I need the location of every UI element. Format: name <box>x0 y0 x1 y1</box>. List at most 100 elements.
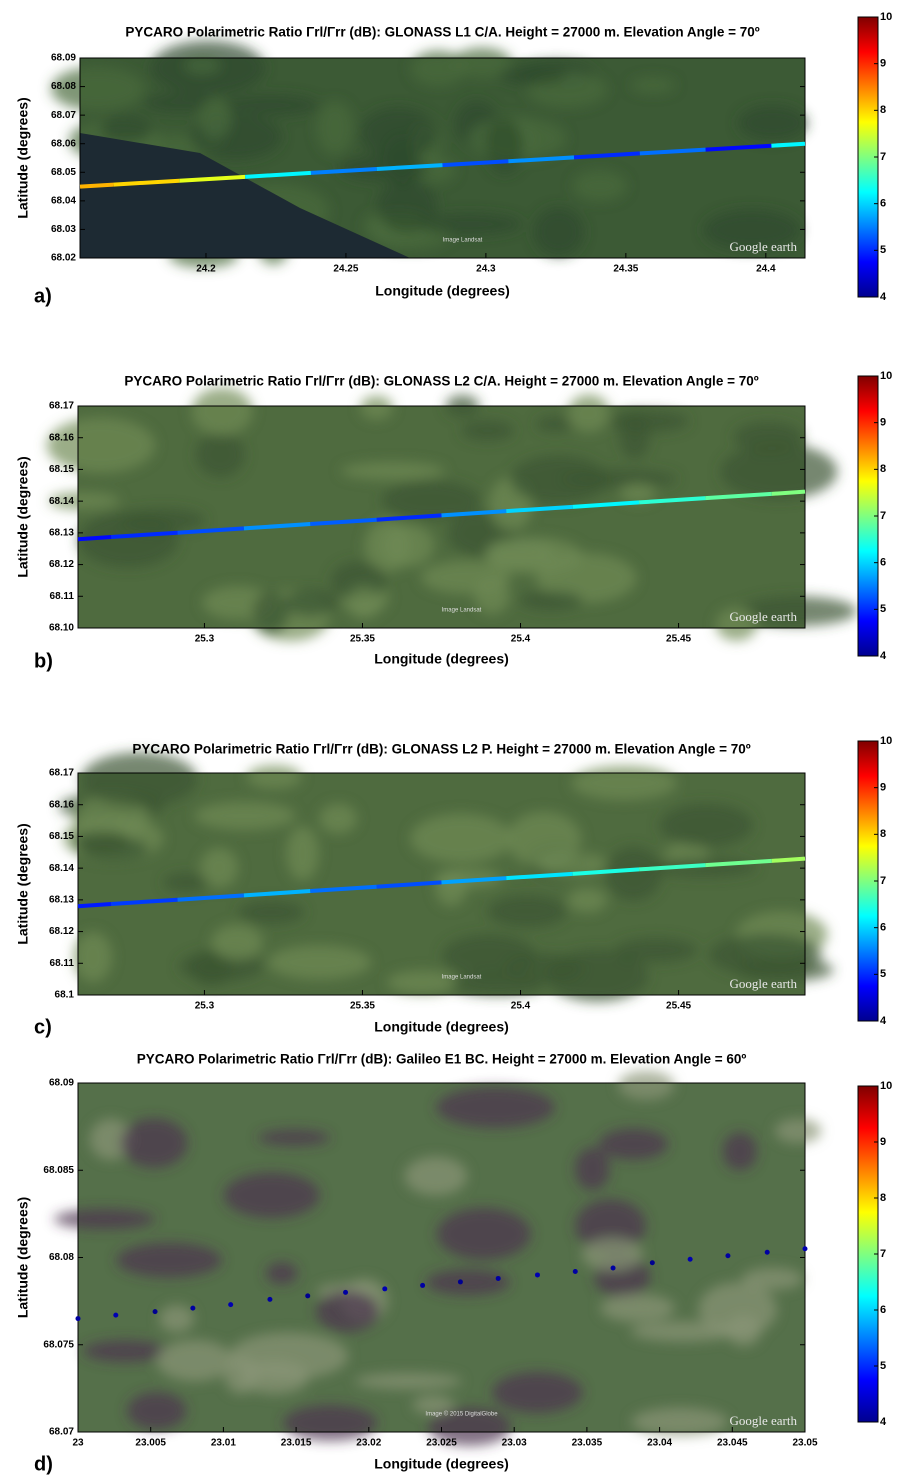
terrain-patch <box>581 1237 643 1271</box>
terrain-patch <box>50 66 145 111</box>
terrain-patch <box>116 1242 222 1278</box>
panel-label: a) <box>34 285 52 307</box>
terrain-patch <box>200 847 239 888</box>
track-segment <box>77 901 112 909</box>
y-axis-label: Latitude (degrees) <box>15 456 31 577</box>
terrain-patch <box>360 395 394 420</box>
terrain-patch <box>286 826 319 881</box>
x-axis-label: Longitude (degrees) <box>374 1019 509 1035</box>
terrain-patch <box>720 443 838 500</box>
terrain-patch <box>101 115 152 144</box>
terrain-patch <box>412 1395 455 1414</box>
terrain-patch <box>537 851 607 877</box>
terrain-patch <box>381 480 481 521</box>
track-segment <box>705 491 772 501</box>
colorbar-tick-label: 9 <box>880 1136 886 1148</box>
terrain-patch <box>703 209 801 251</box>
y-tick-label: 68.14 <box>49 496 74 507</box>
terrain-patch <box>607 410 690 433</box>
terrain-patch <box>198 98 232 139</box>
colorbar-tick-label: 4 <box>880 291 887 303</box>
y-tick-label: 68.09 <box>51 53 76 64</box>
image-credit: Image Landsat <box>442 608 482 614</box>
x-tick-label: 23.005 <box>135 1438 166 1449</box>
image-credit: Image Landsat <box>442 975 482 981</box>
track-segment <box>638 496 706 505</box>
panel: Google earth Image Landsat 24.2 24.25 24.3 24… <box>15 11 893 307</box>
y-tick-label: 68.03 <box>51 224 76 235</box>
colorbar-tick-label: 9 <box>880 417 886 429</box>
x-tick-label: 25.35 <box>350 634 375 645</box>
track-segment <box>771 141 806 148</box>
colorbar-tick-label: 6 <box>880 198 886 210</box>
terrain-patch <box>159 1304 195 1333</box>
colorbar-tick-label: 10 <box>880 11 892 23</box>
watermark: Google earth <box>729 1413 797 1428</box>
colorbar-tick-label: 5 <box>880 968 886 980</box>
terrain-patch <box>386 970 459 994</box>
track-segment <box>572 867 640 876</box>
y-tick-label: 68.1 <box>55 990 75 1001</box>
terrain-patch <box>572 170 627 202</box>
colorbar-tick-label: 8 <box>880 1192 886 1204</box>
terrain-patch <box>631 1407 729 1436</box>
track-segment <box>111 530 178 539</box>
terrain-patch <box>505 953 583 984</box>
x-tick-label: 23.045 <box>717 1438 748 1449</box>
track-point <box>572 1268 578 1274</box>
terrain-patch <box>229 1332 349 1380</box>
y-axis-label: Latitude (degrees) <box>15 97 31 218</box>
watermark: Google earth <box>729 239 797 254</box>
track-segment <box>79 182 114 189</box>
track-point <box>343 1289 349 1295</box>
track-segment <box>245 170 312 179</box>
terrain-patch <box>567 394 610 433</box>
chart-title: PYCARO Polarimetric Ratio Γrl/Γrr (dB): … <box>125 25 759 40</box>
watermark: Google earth <box>729 609 797 624</box>
track-point <box>75 1316 81 1322</box>
terrain-patch <box>567 887 608 913</box>
lake <box>80 133 410 258</box>
x-tick-label: 23.025 <box>426 1438 457 1449</box>
colorbar-tick-label: 7 <box>880 875 886 887</box>
y-tick-label: 68.08 <box>49 1252 74 1263</box>
track-point <box>152 1309 158 1315</box>
x-tick-label: 23.03 <box>502 1438 527 1449</box>
track-point <box>457 1279 463 1285</box>
terrain-patch <box>574 1147 610 1191</box>
track-point <box>495 1275 501 1281</box>
track-segment <box>376 513 442 522</box>
track-point <box>687 1256 693 1262</box>
colorbar-tick-label: 4 <box>880 650 887 662</box>
colorbar-tick-label: 10 <box>880 370 892 382</box>
track-segment <box>771 856 806 863</box>
terrain-patch <box>81 752 198 807</box>
terrain-patch <box>73 931 113 983</box>
y-tick-label: 68.02 <box>51 253 76 264</box>
chart-title: PYCARO Polarimetric Ratio Γrl/Γrr (dB): … <box>137 1052 747 1067</box>
panel: Google earth Image Landsat 25.3 25.35 25.4 25… <box>15 735 893 1038</box>
colorbar-tick-label: 5 <box>880 244 886 256</box>
track-segment <box>179 174 246 183</box>
terrain-patch <box>410 50 466 87</box>
track-segment <box>243 888 311 898</box>
x-tick-label: 23.05 <box>792 1438 817 1449</box>
terrain-patch <box>598 1128 669 1160</box>
terrain-patch <box>354 1373 462 1390</box>
terrain-patch <box>738 596 857 627</box>
colorbar-tick-label: 8 <box>880 463 886 475</box>
y-tick-label: 68.08 <box>51 81 76 92</box>
panel-label: c) <box>34 1016 52 1038</box>
terrain-patch <box>435 870 467 907</box>
terrain-patch <box>774 1118 822 1144</box>
y-tick-label: 68.09 <box>49 1078 74 1089</box>
x-tick-label: 25.3 <box>195 634 215 645</box>
x-tick-label: 25.4 <box>511 634 531 645</box>
y-tick-label: 68.16 <box>49 799 74 810</box>
terrain-patch <box>224 1355 258 1394</box>
track-segment <box>376 163 443 171</box>
terrain-patch <box>486 538 556 570</box>
terrain-patch <box>614 937 698 963</box>
colorbar-tick-label: 9 <box>880 782 886 794</box>
